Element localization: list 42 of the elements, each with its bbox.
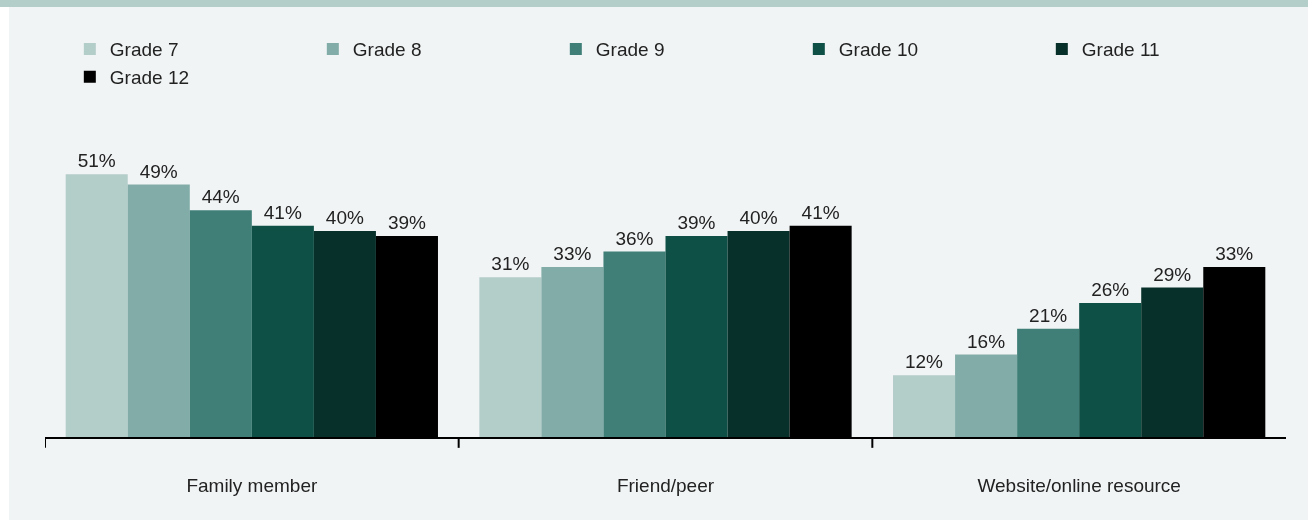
data-label: 39% xyxy=(677,212,716,234)
legend-label: Grade 7 xyxy=(109,39,179,61)
data-label: 33% xyxy=(553,243,592,265)
data-label: 44% xyxy=(201,186,240,208)
bar xyxy=(541,267,604,437)
bar xyxy=(665,236,728,437)
bar xyxy=(189,210,252,437)
x-tick-label: Friend/peer xyxy=(616,474,715,496)
data-label: 39% xyxy=(387,212,427,234)
data-label: 51% xyxy=(77,150,116,172)
bar xyxy=(1017,328,1080,437)
legend-label: Grade 10 xyxy=(838,39,919,61)
data-label: 36% xyxy=(615,227,654,249)
bar xyxy=(955,354,1018,437)
data-label: 21% xyxy=(1029,304,1068,326)
bar xyxy=(893,375,956,437)
legend-label: Grade 11 xyxy=(1081,39,1160,61)
bar xyxy=(603,251,666,437)
data-label: 33% xyxy=(1215,243,1254,265)
data-label: 12% xyxy=(904,351,944,373)
legend-label: Grade 12 xyxy=(109,67,190,89)
bar xyxy=(65,174,128,437)
data-label: 49% xyxy=(139,160,178,182)
data-label: 41% xyxy=(801,201,840,223)
data-label: 40% xyxy=(325,206,364,228)
legend-label: Grade 8 xyxy=(352,39,422,61)
data-label: 26% xyxy=(1091,279,1130,301)
data-label: 40% xyxy=(739,206,778,228)
bar xyxy=(727,230,790,437)
bar xyxy=(251,225,314,437)
data-label: 29% xyxy=(1153,263,1192,285)
bar xyxy=(1141,287,1204,437)
x-tick-label: Family member xyxy=(186,474,318,496)
bar xyxy=(1079,303,1142,437)
data-label: 16% xyxy=(967,330,1006,352)
bar xyxy=(313,230,376,437)
bar xyxy=(127,184,190,437)
data-label: 41% xyxy=(263,201,302,223)
legend-label: Grade 9 xyxy=(595,39,665,61)
data-label: 31% xyxy=(491,253,530,275)
x-tick-label: Website/online resource xyxy=(977,474,1181,496)
bar xyxy=(479,277,542,437)
